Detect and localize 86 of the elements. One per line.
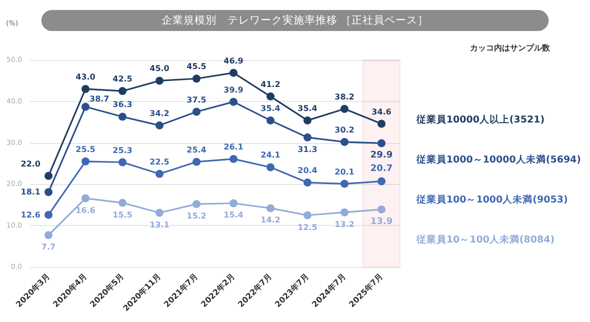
- point: [156, 121, 164, 130]
- point: [230, 98, 238, 106]
- data-label: 12.5: [298, 222, 318, 232]
- data-label: 38.2: [334, 92, 354, 102]
- text: カッコ内はサンプル数: [470, 44, 551, 52]
- data-label: 35.4: [260, 104, 281, 113]
- text: 従業員100～1000人未満(9053): [415, 194, 568, 206]
- point: [340, 208, 348, 216]
- data-label: 13.2: [334, 220, 354, 229]
- point: [378, 205, 386, 214]
- point: [44, 210, 52, 219]
- point: [230, 199, 238, 208]
- point: [192, 200, 200, 208]
- data-label: 20.1: [334, 167, 355, 176]
- text: 従業員1000～10000人未満(5694): [415, 154, 582, 166]
- point: [266, 204, 274, 212]
- data-label: 45.5: [186, 62, 207, 72]
- point: [266, 92, 274, 100]
- data-label: 13.1: [150, 220, 170, 230]
- data-label: 18.1: [20, 188, 41, 197]
- point: [156, 76, 164, 85]
- point: [118, 158, 126, 166]
- data-label: 42.5: [112, 74, 133, 84]
- point: [118, 112, 126, 121]
- point: [340, 138, 348, 146]
- data-label: 15.4: [224, 210, 244, 220]
- point: [304, 178, 312, 187]
- point: [304, 211, 312, 220]
- data-label: 35.4: [298, 104, 318, 113]
- data-label: 15.5: [112, 210, 133, 220]
- point: [44, 172, 52, 180]
- point: [156, 208, 164, 217]
- data-label: 34.6: [372, 107, 392, 116]
- point: [82, 157, 90, 166]
- text: 従業員10～100人未満(8084): [415, 234, 555, 246]
- data-label: 16.6: [76, 206, 96, 215]
- data-label: 20.7: [370, 164, 393, 174]
- data-label: 13.9: [370, 216, 393, 227]
- chart-title: 企業規模別 テレワーク実施率推移 ［正社員ベース］: [161, 14, 429, 26]
- data-label: 38.7: [90, 94, 110, 104]
- data-label: 26.1: [224, 142, 244, 152]
- point: [378, 139, 386, 148]
- data-label: 41.2: [260, 80, 280, 89]
- point: [266, 116, 274, 124]
- data-label: 20.4: [298, 166, 318, 176]
- point: [192, 158, 200, 166]
- point: [82, 84, 90, 93]
- data-label: 25.4: [186, 145, 207, 154]
- point: [156, 170, 164, 178]
- point: [192, 74, 200, 83]
- point: [82, 194, 90, 202]
- data-label: 12.6: [20, 210, 41, 220]
- point: [192, 108, 200, 116]
- point: [304, 116, 312, 124]
- data-label: 30.2: [334, 125, 354, 134]
- point: [82, 102, 90, 111]
- data-label: 15.2: [186, 212, 206, 221]
- point: [340, 104, 348, 113]
- point: [118, 87, 126, 96]
- point: [266, 163, 274, 172]
- data-label: 39.9: [224, 85, 244, 94]
- data-label: 7.7: [41, 242, 56, 252]
- data-label: 22.5: [150, 157, 170, 166]
- data-label: 22.0: [20, 159, 41, 168]
- text: 従業員10000人以上(3521): [415, 114, 545, 126]
- point: [44, 231, 52, 240]
- point: [304, 133, 312, 142]
- point: [230, 154, 238, 163]
- data-label: 25.3: [112, 146, 132, 155]
- data-label: 34.2: [150, 108, 170, 118]
- point: [340, 180, 348, 188]
- data-label: 14.2: [260, 216, 280, 225]
- point: [230, 68, 238, 77]
- data-label: 43.0: [76, 72, 96, 82]
- data-label: 29.9: [370, 150, 393, 161]
- data-label: 31.3: [298, 144, 318, 154]
- data-label: 25.5: [76, 144, 96, 154]
- data-label: 37.5: [186, 95, 207, 104]
- point: [44, 188, 52, 196]
- point: [378, 120, 386, 128]
- data-label: 46.9: [224, 56, 244, 66]
- point: [118, 198, 126, 207]
- data-label: 24.1: [260, 150, 281, 160]
- point: [378, 177, 386, 186]
- data-label: 45.0: [150, 64, 170, 74]
- data-label: 36.3: [112, 100, 132, 110]
